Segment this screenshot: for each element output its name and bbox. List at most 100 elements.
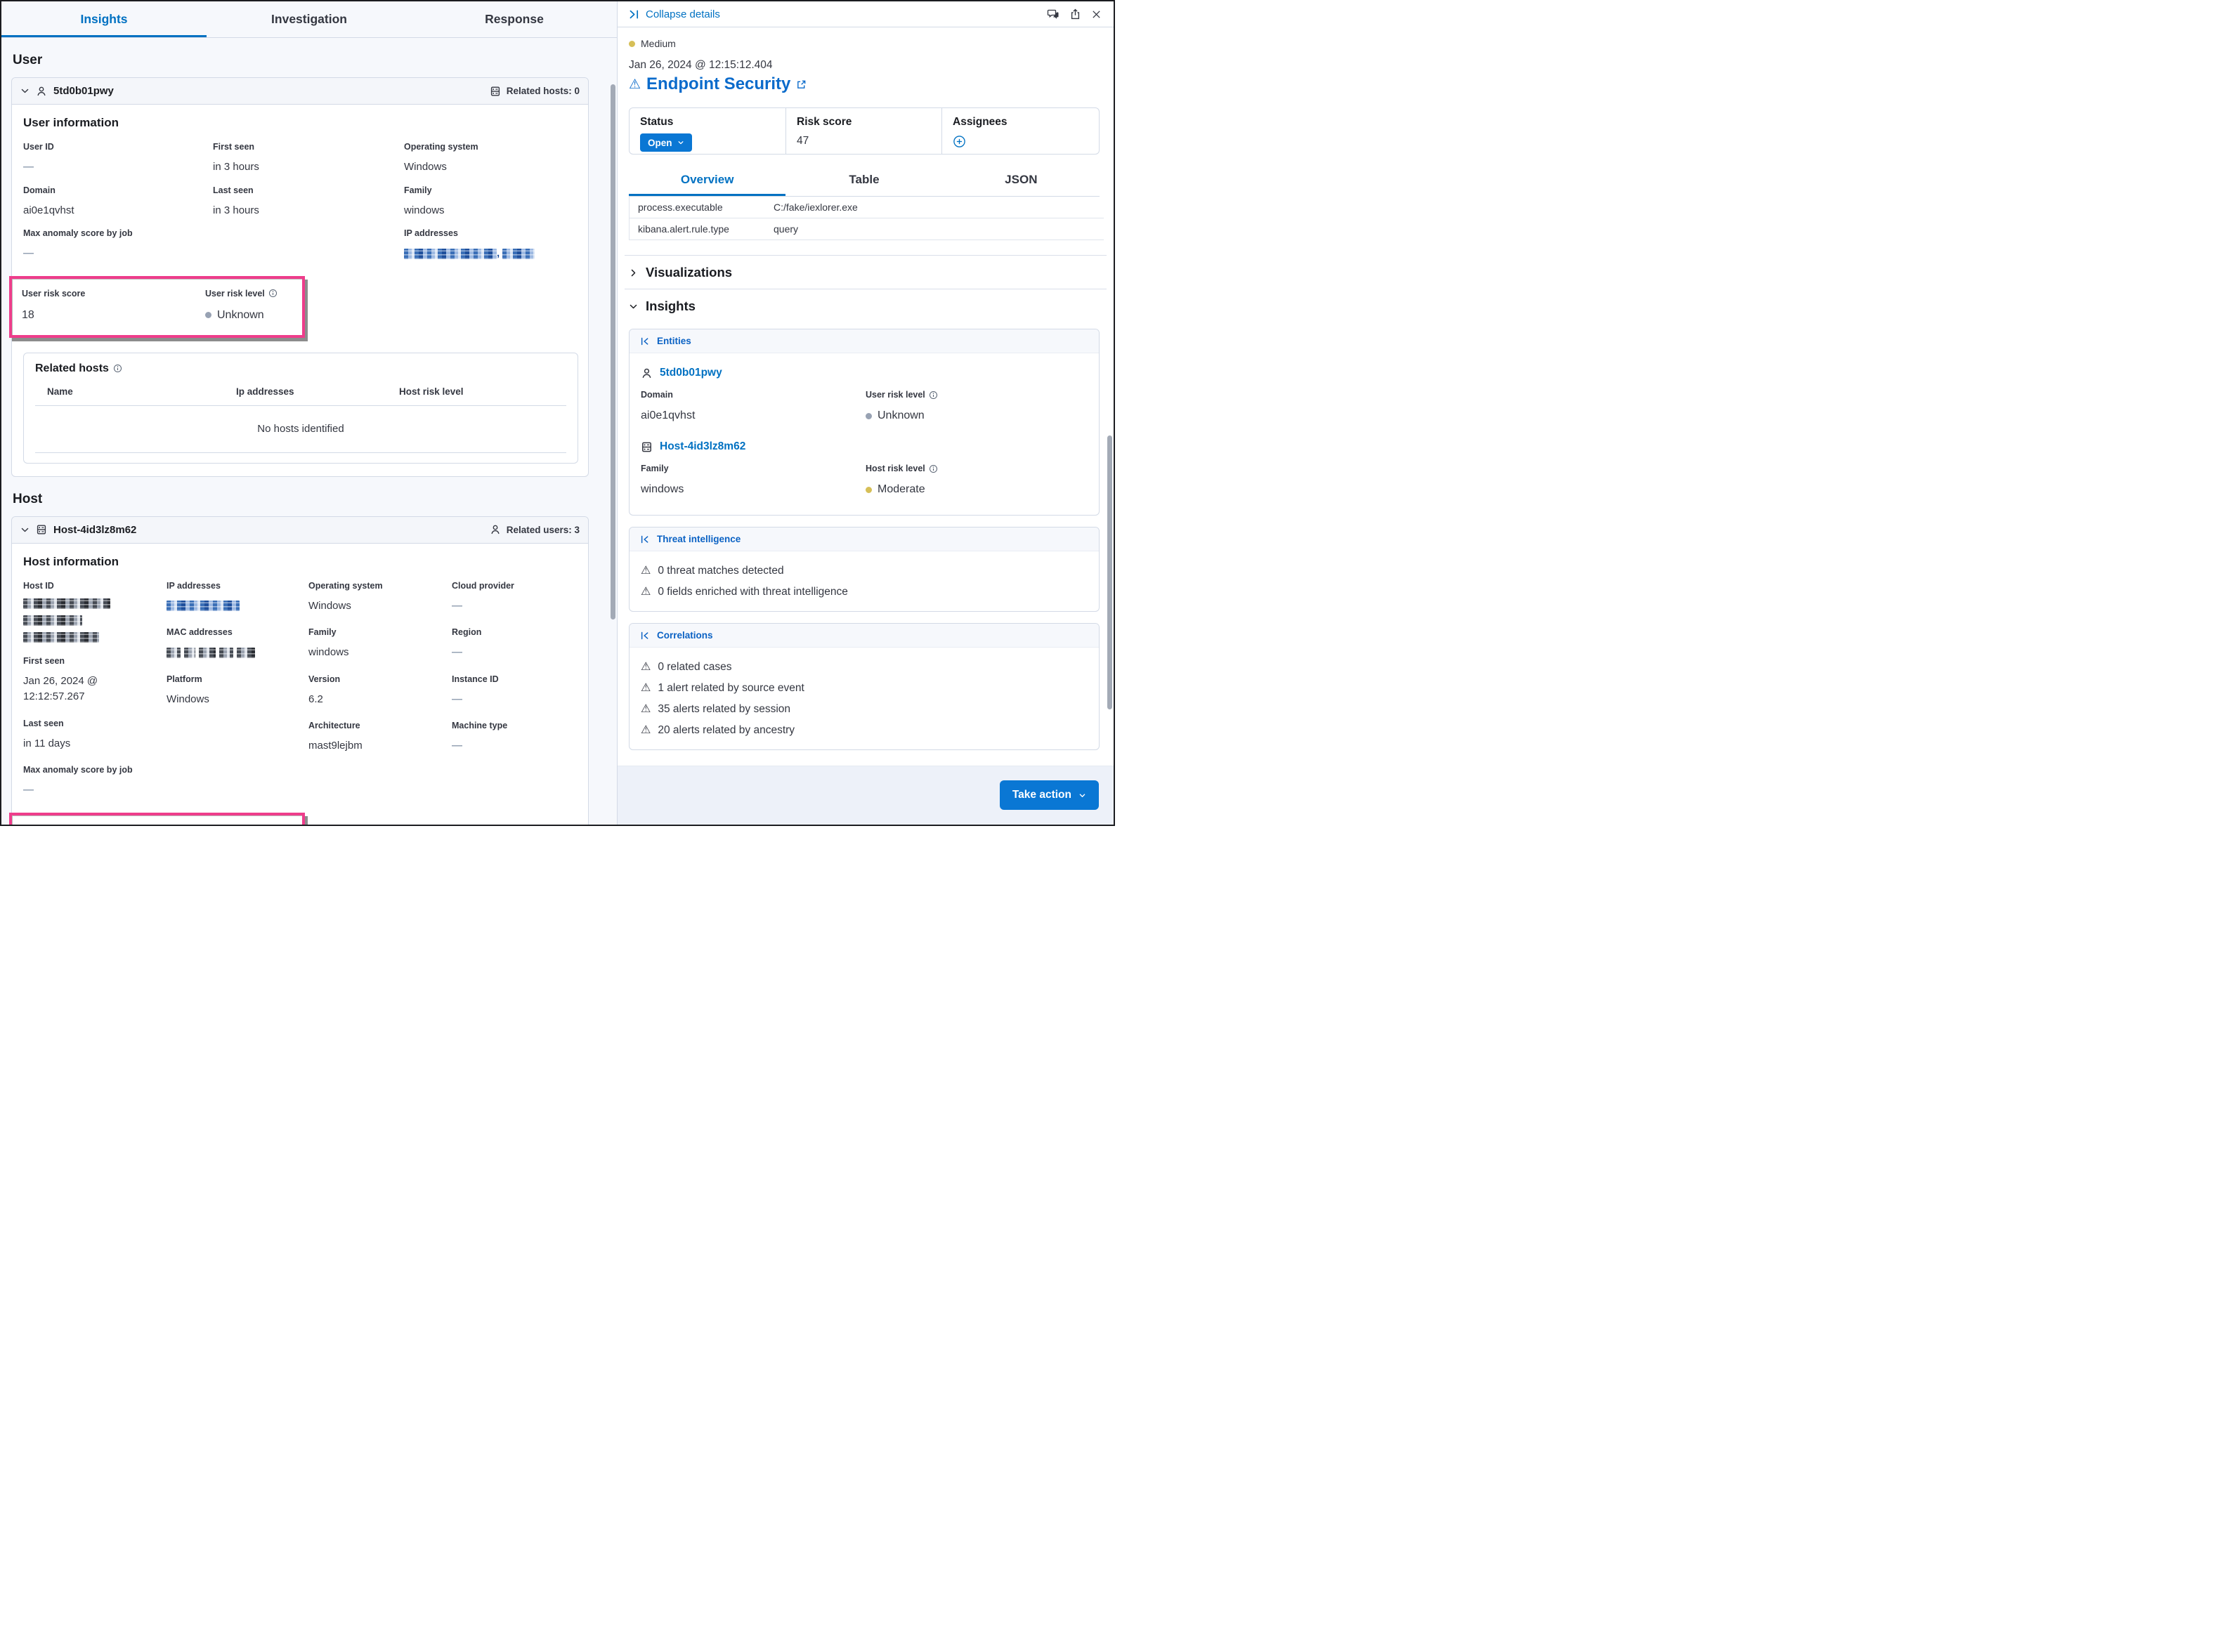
arrow-start-icon	[640, 535, 650, 544]
left-panel-scrollbar[interactable]	[611, 84, 615, 620]
field-first-seen: First seen in 3 hours	[213, 142, 259, 173]
correlation-line: ⚠ 1 alert related by source event	[641, 682, 804, 694]
entities-card-header[interactable]: Entities	[630, 329, 1099, 353]
chevron-down-icon[interactable]	[20, 86, 30, 96]
related-hosts-label: Related hosts: 0	[506, 86, 580, 96]
entity-user-link[interactable]: 5td0b01pwy	[660, 367, 722, 379]
storage-icon	[641, 441, 653, 453]
collapse-details-button[interactable]: Collapse details	[629, 8, 720, 20]
left-tab-bar: Insights Investigation Response	[1, 1, 617, 38]
status-card: Status Open Risk score 47 Assignees	[629, 107, 1100, 155]
insights-section-toggle[interactable]: Insights	[629, 289, 1100, 322]
field-host-family: Family windows	[308, 627, 349, 658]
discuss-icon[interactable]	[1047, 8, 1059, 20]
user-info-title: User information	[23, 116, 119, 129]
alert-title-row: ⚠ Endpoint Security	[629, 74, 1100, 94]
info-icon[interactable]	[113, 364, 122, 373]
entity-host-link[interactable]: Host-4id3lz8m62	[660, 440, 746, 452]
entity-user-risk-value: Unknown	[866, 407, 938, 424]
host-info-col-2: IP addresses MAC addresses Platform	[167, 581, 308, 808]
storage-icon	[36, 524, 47, 535]
field-user-ip-addresses: IP addresses ,	[404, 228, 577, 262]
add-assignee-button[interactable]	[953, 135, 1099, 148]
entity-user-details: Domain ai0e1qvhst User risk level	[641, 390, 1088, 424]
field-host-first-seen: First seen Jan 26, 2024 @ 12:12:57.267	[23, 655, 98, 703]
assignees-field: Assignees	[941, 108, 1099, 154]
tab-investigation[interactable]: Investigation	[271, 12, 347, 26]
take-action-button[interactable]: Take action	[999, 780, 1099, 810]
entities-card: Entities 5td0b01pwy Domain ai0e1qvhst	[629, 329, 1100, 516]
col-name: Name	[47, 386, 73, 397]
redacted-host-ip[interactable]	[167, 598, 308, 615]
severity-dot	[629, 40, 635, 47]
storage-icon	[490, 86, 501, 97]
host-card-body: Host information Host ID	[9, 544, 588, 825]
field-entity-domain: Domain ai0e1qvhst	[641, 390, 696, 421]
alert-details-right-panel: Collapse details Medium Jan 26, 2024 @ 1…	[617, 1, 1114, 825]
user-card-header: 5td0b01pwy Related hosts: 0	[12, 78, 588, 105]
tab-table[interactable]: Table	[849, 173, 880, 186]
field-host-os: Operating system Windows	[308, 580, 383, 612]
close-icon[interactable]	[1091, 9, 1102, 20]
field-host-ip: IP addresses	[167, 581, 308, 615]
related-users-label: Related users: 3	[506, 524, 580, 535]
threat-enrichment-line: ⚠ 0 fields enriched with threat intellig…	[641, 586, 848, 598]
tab-response[interactable]: Response	[485, 12, 544, 26]
info-icon[interactable]	[929, 464, 938, 473]
field-host-max-anomaly: Max anomaly score by job —	[23, 765, 133, 796]
redacted-ip-addresses[interactable]: ,	[404, 246, 577, 262]
related-hosts-card: Related hosts Name Ip addresses Host ris…	[23, 352, 578, 464]
user-section-heading: User	[13, 53, 43, 67]
chevron-down-icon[interactable]	[20, 525, 30, 535]
user-card: 5td0b01pwy Related hosts: 0 User informa…	[9, 77, 589, 477]
related-users-count: Related users: 3	[490, 524, 580, 535]
section-divider	[625, 255, 1107, 256]
host-card: Host-4id3lz8m62 Related users: 3 Host in…	[9, 516, 589, 825]
field-entity-family: Family windows	[641, 464, 684, 495]
tab-overview[interactable]: Overview	[629, 167, 785, 196]
field-user-id: User ID —	[23, 142, 54, 173]
flyout-tab-bar: Overview Table JSON	[629, 167, 1100, 197]
field-region: Region —	[452, 627, 482, 658]
related-hosts-table-header: Name Ip addresses Host risk level	[35, 375, 566, 406]
left-scroll-area: User 5td0b01pwy Related hosts: 0	[9, 53, 589, 825]
table-row: kibana.alert.rule.type query	[630, 218, 1104, 240]
warning-triangle-icon: ⚠	[641, 703, 651, 715]
warning-triangle-icon: ⚠	[641, 586, 651, 598]
host-info-col-4: Cloud provider — Region — Instance ID —	[452, 581, 577, 808]
correlations-card-header[interactable]: Correlations	[630, 624, 1099, 648]
right-panel-scrollbar[interactable]	[1107, 435, 1112, 709]
field-entity-host-risk: Host risk level Moderate	[866, 464, 938, 498]
user-card-body: User information User ID — First seen in…	[9, 105, 588, 476]
user-icon	[490, 524, 501, 535]
user-risk-level-value: Unknown	[205, 307, 278, 324]
arrow-start-icon	[640, 631, 650, 641]
correlation-line: ⚠ 20 alerts related by ancestry	[641, 724, 795, 736]
correlations-card: Correlations ⚠ 0 related cases ⚠ 1 alert…	[629, 623, 1100, 750]
threat-intelligence-card-header[interactable]: Threat intelligence	[630, 527, 1099, 551]
export-icon[interactable]	[1069, 8, 1081, 20]
risk-level-dot	[866, 412, 872, 419]
field-host-last-seen: Last seen in 11 days	[23, 718, 71, 749]
info-icon[interactable]	[929, 391, 938, 400]
field-cloud-provider: Cloud provider —	[452, 580, 514, 612]
host-card-header: Host-4id3lz8m62 Related users: 3	[12, 516, 588, 544]
status-open-button[interactable]: Open	[640, 133, 692, 152]
flyout-footer: Take action	[618, 766, 1114, 825]
field-last-seen: Last seen in 3 hours	[213, 185, 259, 216]
flyout-header: Collapse details	[618, 1, 1114, 27]
highlighted-fields-table: process.executable C:/fake/iexlorer.exe …	[629, 197, 1104, 240]
tab-insights[interactable]: Insights	[1, 1, 207, 37]
field-operating-system: Operating system Windows	[404, 142, 478, 173]
info-icon[interactable]	[268, 289, 278, 298]
user-risk-score-value: 18	[22, 308, 34, 321]
rule-name-link[interactable]: Endpoint Security	[646, 74, 791, 93]
visualizations-section-toggle[interactable]: Visualizations	[629, 256, 1100, 289]
entity-host-row: Host-4id3lz8m62	[641, 440, 1088, 453]
tab-json[interactable]: JSON	[1005, 173, 1038, 186]
correlations-card-body: ⚠ 0 related cases ⚠ 1 alert related by s…	[630, 648, 1099, 749]
field-platform: Platform Windows	[167, 674, 209, 705]
external-link-icon[interactable]	[796, 79, 807, 90]
host-risk-highlight-box: Host risk score 44 Host risk level	[9, 812, 305, 825]
entities-card-body: 5td0b01pwy Domain ai0e1qvhst User risk l…	[630, 353, 1099, 515]
